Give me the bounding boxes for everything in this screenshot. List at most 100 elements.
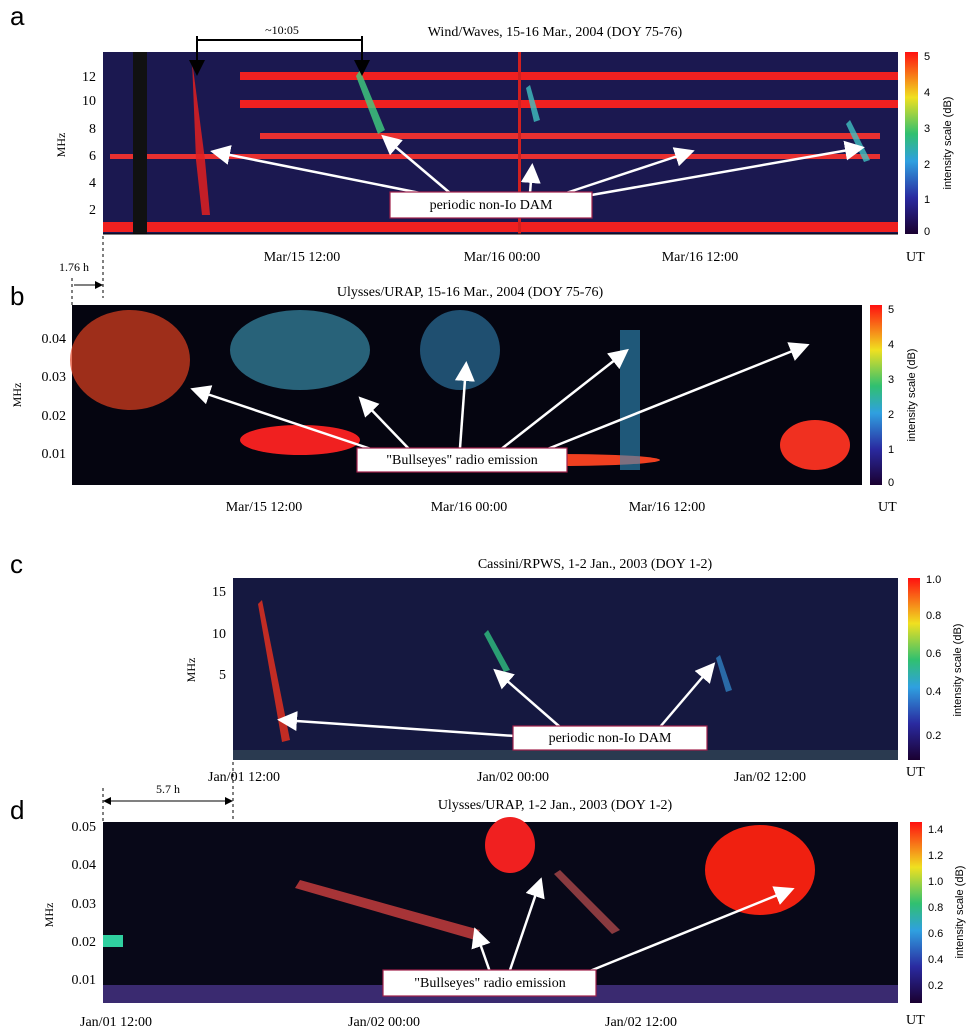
y-tick-label: 5 (219, 668, 226, 683)
panel-a: a Wind/Waves, 15-16 Mar., 2004 (DOY 75-7… (10, 1, 954, 265)
spectrogram-features (70, 310, 850, 470)
panel-title: Wind/Waves, 15-16 Mar., 2004 (DOY 75-76) (428, 25, 683, 40)
x-unit: UT (906, 1013, 925, 1028)
y-tick-label: 6 (89, 149, 96, 164)
colorbar-tick: 0.8 (928, 902, 943, 914)
x-tick-label: Jan/02 00:00 (348, 1015, 420, 1030)
x-tick-label: Mar/16 00:00 (464, 250, 541, 265)
panel-c: c Cassini/RPWS, 1-2 Jan., 2003 (DOY 1-2)… (10, 549, 964, 785)
colorbar-tick: 3 (888, 374, 894, 386)
annotation-box (356, 447, 568, 473)
y-tick-label: 10 (82, 94, 96, 109)
panel-title: Cassini/RPWS, 1-2 Jan., 2003 (DOY 1-2) (478, 557, 713, 572)
annotation: periodic non-Io DAM (430, 198, 553, 213)
colorbar-label: intensity scale (dB) (954, 866, 966, 959)
y-tick-label: 0.02 (42, 409, 67, 424)
colorbar-tick: 0.6 (926, 648, 941, 660)
panel-d: d Ulysses/URAP, 1-2 Jan., 2003 (DOY 1-2)… (10, 762, 966, 1030)
colorbar-tick: 1.2 (928, 850, 943, 862)
colorbar-tick: 0 (924, 226, 930, 238)
y-tick-label: 0.02 (72, 935, 97, 950)
colorbar-tick: 1.0 (928, 876, 943, 888)
annotation-arrows (277, 662, 716, 738)
x-tick-label: Jan/02 00:00 (477, 770, 549, 785)
x-unit: UT (906, 250, 925, 265)
y-axis-label: MHz (184, 658, 198, 683)
x-tick-label: Jan/02 12:00 (605, 1015, 677, 1030)
x-tick-label: Mar/16 12:00 (662, 250, 739, 265)
y-tick-label: 0.03 (42, 370, 67, 385)
colorbar-tick: 1 (888, 444, 894, 456)
panel-letter: c (10, 549, 23, 579)
colorbar (908, 578, 920, 760)
colorbar (870, 305, 882, 485)
colorbar-tick: 0.4 (926, 686, 941, 698)
y-tick-label: 0.01 (72, 973, 97, 988)
colorbar-tick: 1 (924, 194, 930, 206)
y-axis-label: MHz (42, 903, 56, 928)
x-tick-label: Mar/16 00:00 (431, 500, 508, 515)
annotation: "Bullseyes" radio emission (386, 453, 537, 468)
panel-letter: a (10, 1, 25, 31)
colorbar-tick: 0.8 (926, 610, 941, 622)
colorbar-tick: 3 (924, 123, 930, 135)
colorbar-tick: 2 (924, 159, 930, 171)
x-tick-label: Mar/16 12:00 (629, 500, 706, 515)
colorbar-tick: 0.2 (926, 730, 941, 742)
x-tick-label: Mar/15 12:00 (264, 250, 341, 265)
spectrogram-features (103, 52, 898, 234)
annotation-arrows (210, 134, 865, 199)
colorbar-tick: 1.4 (928, 824, 943, 836)
annotation-box (382, 969, 597, 997)
panel-title: Ulysses/URAP, 15-16 Mar., 2004 (DOY 75-7… (337, 285, 604, 300)
interval-label: ~10:05 (265, 23, 299, 37)
colorbar-tick: 4 (888, 339, 894, 351)
annotation: periodic non-Io DAM (549, 731, 672, 746)
colorbar-tick: 2 (888, 409, 894, 421)
x-tick-label: Jan/01 12:00 (80, 1015, 152, 1030)
colorbar-tick: 4 (924, 87, 930, 99)
colorbar-tick: 0.6 (928, 928, 943, 940)
annotation-box (512, 725, 708, 751)
panel-b: b Ulysses/URAP, 15-16 Mar., 2004 (DOY 75… (10, 236, 918, 515)
y-tick-label: 0.04 (72, 858, 97, 873)
colorbar-label: intensity scale (dB) (906, 349, 918, 442)
colorbar (910, 822, 922, 1003)
colorbar-label: intensity scale (dB) (942, 97, 954, 190)
y-tick-label: 2 (89, 203, 96, 218)
y-axis-label: MHz (54, 133, 68, 158)
y-tick-label: 15 (212, 585, 226, 600)
panel-letter: b (10, 281, 24, 311)
annotation-box (389, 191, 593, 219)
colorbar-tick: 5 (888, 304, 894, 316)
interval-label: 1.76 h (59, 260, 89, 274)
colorbar (905, 52, 918, 234)
colorbar-tick: 0.4 (928, 954, 943, 966)
annotation-arrows (471, 877, 795, 977)
spectrogram-features (233, 600, 898, 760)
x-unit: UT (906, 765, 925, 780)
panel-letter: d (10, 795, 24, 825)
x-tick-label: Jan/01 12:00 (208, 770, 280, 785)
y-tick-label: 10 (212, 627, 226, 642)
y-axis-label: MHz (10, 383, 24, 408)
annotation: "Bullseyes" radio emission (414, 976, 565, 991)
x-tick-label: Jan/02 12:00 (734, 770, 806, 785)
y-tick-label: 0.01 (42, 447, 67, 462)
y-tick-label: 0.03 (72, 897, 97, 912)
annotation-arrows (190, 342, 810, 454)
colorbar-tick: 0 (888, 477, 894, 489)
y-tick-label: 8 (89, 122, 96, 137)
panel-title: Ulysses/URAP, 1-2 Jan., 2003 (DOY 1-2) (438, 798, 673, 813)
x-unit: UT (878, 500, 897, 515)
colorbar-tick: 0.2 (928, 980, 943, 992)
colorbar-tick: 5 (924, 51, 930, 63)
y-tick-label: 0.05 (72, 820, 97, 835)
y-tick-label: 4 (89, 176, 96, 191)
x-tick-label: Mar/15 12:00 (226, 500, 303, 515)
colorbar-tick: 1.0 (926, 574, 941, 586)
y-tick-label: 0.04 (42, 332, 67, 347)
colorbar-label: intensity scale (dB) (952, 624, 964, 717)
interval-label: 5.7 h (156, 782, 180, 796)
